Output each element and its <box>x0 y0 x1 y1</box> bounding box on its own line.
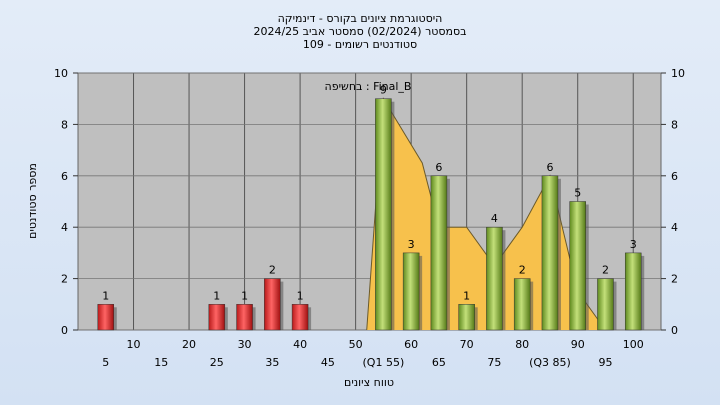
x-tick-label-upper: 50 <box>349 338 363 351</box>
x-tick-label-lower: 75 <box>487 356 501 369</box>
x-tick-label-upper: 90 <box>571 338 585 351</box>
x-tick-label-upper: 20 <box>182 338 196 351</box>
y-tick-label-left: 0 <box>61 324 68 337</box>
x-tick-label-lower: 35 <box>265 356 279 369</box>
bar-value-label: 1 <box>463 289 470 302</box>
bar-value-label: 1 <box>102 289 109 302</box>
x-tick-label-lower: 5 <box>102 356 109 369</box>
bar <box>486 226 503 331</box>
bar <box>236 304 253 331</box>
chart-annotation: בחשיפה : Final_B <box>325 80 412 93</box>
chart-title-line3: סטודנטים רשומים - 109 <box>303 38 417 51</box>
bar-value-label: 1 <box>213 289 220 302</box>
bar <box>541 175 559 331</box>
bar <box>97 304 115 331</box>
y-axis-title: מספר סטודנטים <box>26 163 39 239</box>
bar-value-label: 6 <box>435 161 442 174</box>
x-tick-label-upper: 10 <box>127 338 141 351</box>
x-tick-label-upper: 80 <box>515 338 529 351</box>
y-tick-label-right: 2 <box>671 273 678 286</box>
bar <box>264 278 281 331</box>
x-tick-label-upper: 60 <box>404 338 418 351</box>
x-tick-label-upper: 40 <box>293 338 307 351</box>
y-tick-label-left: 10 <box>54 67 68 80</box>
x-tick-label-lower: 45 <box>321 356 335 369</box>
y-tick-label-left: 4 <box>61 221 68 234</box>
bar <box>624 252 642 331</box>
bar <box>597 278 614 331</box>
bar <box>569 201 586 331</box>
bar <box>208 304 226 331</box>
y-tick-label-left: 8 <box>61 118 68 131</box>
bar <box>402 252 420 331</box>
y-tick-label-right: 10 <box>671 67 685 80</box>
bar-value-label: 3 <box>408 238 415 251</box>
y-tick-label-left: 2 <box>61 273 68 286</box>
x-tick-label-lower: 15 <box>154 356 168 369</box>
bars-layer: 1 1 1 2 1 9 3 6 1 4 2 6 5 2 3 <box>97 84 645 331</box>
bar-value-label: 2 <box>602 264 609 277</box>
chart-title-line2: בסמסטר (02/2024) סמסטר אביב 2024/25 <box>253 25 466 38</box>
bar-value-label: 2 <box>519 264 526 277</box>
distribution-outline <box>366 97 606 331</box>
x-axis-title: טווח ציונים <box>344 376 394 389</box>
bar-value-label: 6 <box>546 161 553 174</box>
x-tick-label-upper: 30 <box>238 338 252 351</box>
bar <box>375 98 392 331</box>
bar-value-label: 2 <box>269 264 276 277</box>
bar-value-label: 1 <box>297 289 304 302</box>
y-tick-label-left: 6 <box>61 170 68 183</box>
bar <box>430 175 448 331</box>
bar-value-label: 9 <box>380 84 387 97</box>
x-tick-label-lower: 25 <box>210 356 224 369</box>
chart-title-line1: היסטוגרמת ציונים בקורס - דינמיקה <box>278 12 443 25</box>
y-tick-label-right: 4 <box>671 221 678 234</box>
y-tick-label-right: 0 <box>671 324 678 337</box>
bar-value-label: 4 <box>491 212 498 225</box>
x-tick-label-upper: 100 <box>623 338 644 351</box>
x-tick-label-lower: 65 <box>432 356 446 369</box>
x-tick-label-lower: (Q3 85) <box>529 356 571 369</box>
bar-value-label: 3 <box>630 238 637 251</box>
x-tick-label-lower: (Q1 55) <box>363 356 405 369</box>
x-tick-label-lower: 95 <box>598 356 612 369</box>
bar <box>291 304 309 331</box>
bar-value-label: 5 <box>574 187 581 200</box>
y-tick-label-right: 8 <box>671 118 678 131</box>
bar <box>458 304 475 331</box>
y-tick-label-right: 6 <box>671 170 678 183</box>
bar-value-label: 1 <box>241 289 248 302</box>
bar <box>513 278 531 331</box>
x-tick-label-upper: 70 <box>460 338 474 351</box>
